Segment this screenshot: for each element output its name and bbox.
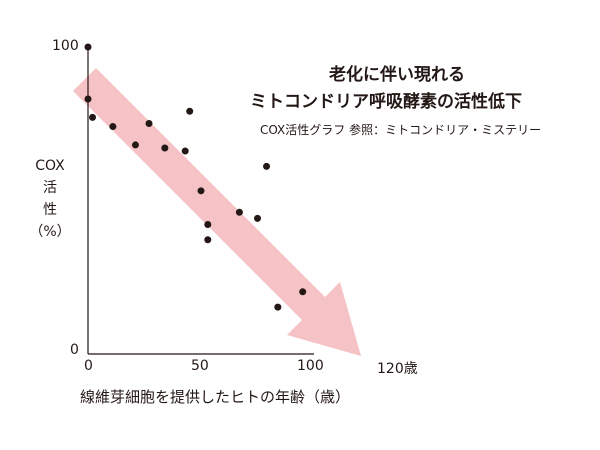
chart-subtitle: COX活性グラフ 参照：ミトコンドリア・ミステリー	[260, 123, 542, 137]
data-point	[84, 95, 92, 103]
data-point	[161, 144, 169, 152]
chart-title-line2: ミトコンドリア呼吸酵素の活性低下	[250, 92, 522, 112]
data-point	[254, 214, 261, 222]
x-axis-label: 線維芽細胞を提供したヒトの年齢（歳）	[80, 388, 351, 406]
x-tick-100: 100	[297, 358, 324, 374]
y-tick-100: 100	[52, 38, 79, 54]
data-point	[263, 162, 271, 170]
x-tick-120: 120歳	[377, 361, 418, 377]
data-point	[235, 208, 243, 216]
x-tick-50: 50	[191, 358, 209, 374]
data-point	[109, 123, 117, 131]
data-point	[186, 107, 194, 115]
x-tick-0: 0	[84, 358, 93, 374]
data-point	[274, 303, 282, 311]
y-axis-label: COX 活 性 （%）	[29, 158, 71, 240]
data-point	[145, 120, 153, 127]
trend-arrow	[73, 68, 361, 356]
data-point	[197, 187, 205, 195]
data-point	[84, 43, 92, 51]
data-point	[204, 220, 212, 228]
data-points	[84, 43, 307, 311]
chart-title-line1: 老化に伴い現れる	[329, 65, 465, 85]
data-point	[299, 288, 307, 296]
data-point	[89, 113, 97, 121]
y-tick-0: 0	[70, 342, 79, 358]
data-point	[131, 141, 139, 149]
data-point	[204, 236, 212, 244]
data-point	[181, 147, 189, 155]
